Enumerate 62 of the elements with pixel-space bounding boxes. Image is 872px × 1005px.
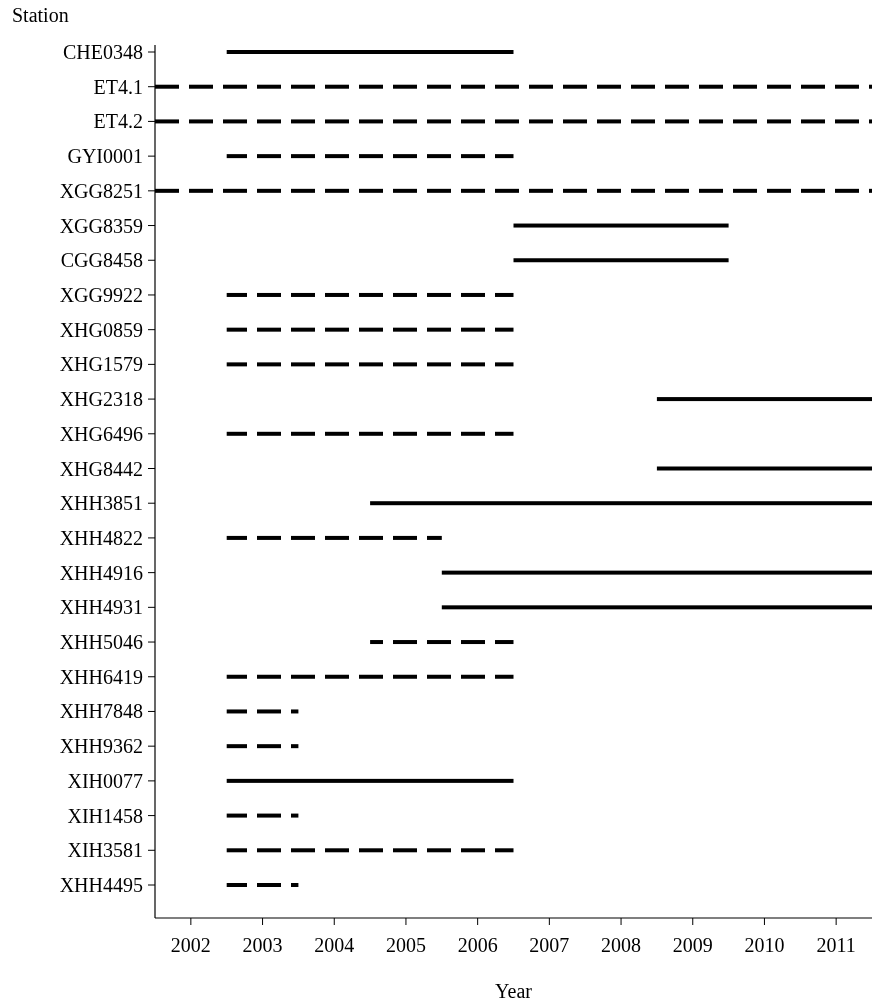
y-tick-label: XHG0859: [59, 318, 143, 341]
x-tick-label: 2003: [242, 934, 283, 956]
y-tick-label: XGG8251: [59, 179, 143, 202]
bar: [226, 362, 514, 367]
bar: [226, 50, 514, 54]
bar: [155, 188, 872, 193]
bar: [155, 119, 872, 124]
y-tick-label: GYI0001: [67, 145, 143, 168]
bar: [226, 292, 514, 297]
x-tick-label: 2006: [457, 934, 498, 956]
y-tick-label: XHG8442: [59, 457, 143, 480]
x-tick-label: 2005: [385, 934, 426, 956]
y-tick-label: XHH6419: [59, 665, 143, 688]
bar: [226, 813, 299, 818]
y-tick-label: XGG8359: [59, 214, 143, 237]
y-tick-label: XHH4495: [59, 874, 143, 896]
y-tick-label: XHH5046: [59, 631, 143, 654]
x-tick-label: 2002: [170, 934, 211, 956]
y-tick-label: CGG8458: [60, 249, 143, 272]
y-tick-label: ET4.2: [93, 110, 143, 133]
bar: [226, 778, 514, 783]
y-tick-label: XIH0077: [67, 769, 143, 792]
x-tick-label: 2004: [314, 934, 355, 956]
y-tick-label: XHH4931: [59, 596, 143, 619]
x-tick-label: 2008: [601, 934, 642, 956]
bar: [226, 154, 514, 159]
x-tick-label: 2011: [816, 934, 856, 956]
x-tick-label: 2010: [744, 934, 785, 956]
y-tick-label: XIH3581: [67, 839, 143, 862]
bar: [226, 709, 299, 714]
bar: [226, 883, 299, 887]
y-tick-label: XHH3851: [59, 492, 143, 515]
bar: [370, 640, 514, 645]
bar: [441, 570, 872, 575]
y-tick-label: XHH4916: [59, 561, 143, 584]
bar: [226, 535, 442, 540]
bar: [226, 431, 514, 436]
y-tick-label: XHG6496: [59, 422, 143, 445]
y-tick-label: ET4.1: [93, 75, 143, 98]
bar: [155, 84, 872, 89]
bar: [513, 223, 729, 228]
y-tick-label: XIH1458: [67, 804, 143, 827]
x-tick-label: 2007: [529, 934, 570, 956]
y-tick-label: XHH7848: [59, 700, 143, 723]
y-tick-label: XHH4822: [59, 526, 143, 549]
y-tick-label: XGG9922: [59, 283, 143, 306]
y-axis-title: Station: [12, 4, 69, 26]
bar: [226, 674, 514, 679]
y-tick-label: XHG1579: [59, 353, 143, 376]
bar: [226, 744, 299, 749]
x-tick-label: 2009: [672, 934, 713, 956]
bar: [656, 466, 872, 471]
bar: [513, 258, 729, 263]
bar: [370, 501, 872, 506]
x-axis-title: Year: [495, 980, 533, 1002]
y-tick-label: CHE0348: [63, 41, 143, 63]
y-tick-label: XHG2318: [59, 388, 143, 411]
bar: [226, 848, 514, 853]
bar: [656, 397, 872, 402]
bar: [226, 327, 514, 332]
y-tick-label: XHH9362: [59, 735, 143, 758]
bar: [441, 605, 872, 610]
